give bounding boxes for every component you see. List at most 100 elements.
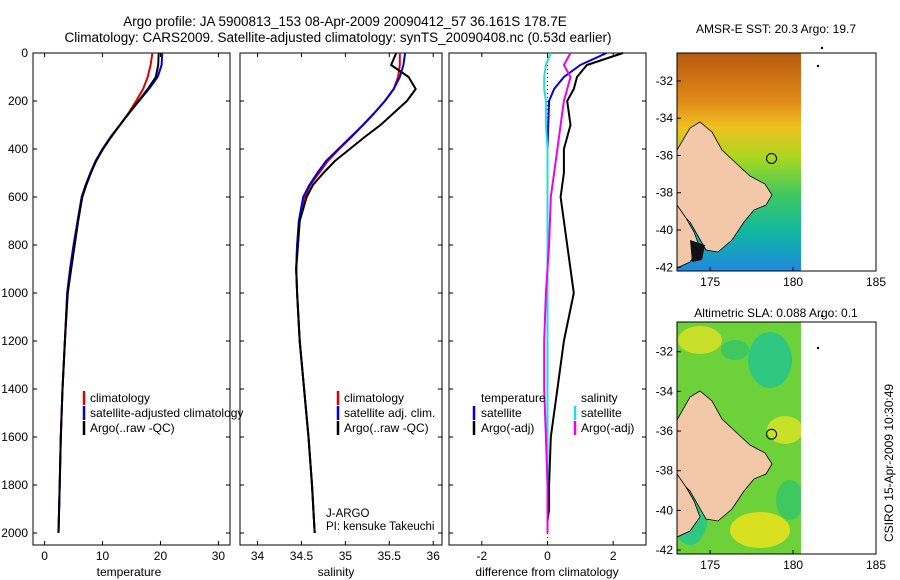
map-y-tick-label: -38 <box>656 186 674 200</box>
salinity-legend-item-1: satellite adj. clim. <box>344 406 435 420</box>
x-tick-label: 0 <box>41 549 48 563</box>
sla-patch <box>767 416 801 444</box>
y-tick-label: 1800 <box>1 478 28 492</box>
map-y-tick-label: -36 <box>656 148 674 162</box>
sla-map-empty <box>801 322 876 554</box>
series-line-blue <box>295 52 407 534</box>
difference-legend-item-1: Argo(-adj) <box>481 421 534 435</box>
temperature-legend: climatology satellite-adjusted climatolo… <box>82 391 243 435</box>
depth-axis: 0 200 400 600 800 1000 1200 1400 1600 1800 2000 <box>1 46 230 540</box>
series-line-magenta <box>543 52 572 533</box>
temperature-series <box>57 52 164 534</box>
series-line-blue <box>546 52 608 533</box>
map-x-tick-label: 175 <box>700 275 720 289</box>
map-y-tick-label: -32 <box>656 345 674 359</box>
salinity-y-ticks <box>240 52 442 534</box>
argo-float-marker <box>766 152 778 164</box>
difference-legend-item-0: satellite <box>481 406 522 420</box>
map-x-tick-label: 175 <box>700 558 720 572</box>
y-tick-label: 2000 <box>1 526 28 540</box>
series-line-red <box>57 52 154 534</box>
difference-legend-item-3: Argo(-adj) <box>581 421 634 435</box>
salinity-annotation-line1: J-ARGO <box>326 508 370 520</box>
salinity-legend-item-2: Argo(..raw -QC) <box>344 421 429 435</box>
series-line-black <box>546 52 624 533</box>
difference-y-ticks <box>449 52 646 534</box>
sla-patch <box>678 326 722 354</box>
y-tick-label: 1200 <box>1 334 28 348</box>
y-tick-label: 1000 <box>1 286 28 300</box>
sst-map-axes: 175 180 185 -32 -34 -36 -38 -40 -42 <box>656 74 887 289</box>
map-y-tick-label: -34 <box>656 384 674 398</box>
salinity-series <box>295 52 417 534</box>
island-dot <box>820 314 824 318</box>
argo-float-marker <box>766 428 778 440</box>
salinity-axes-frame <box>239 52 443 546</box>
sla-patch <box>776 480 801 520</box>
salinity-x-axis: 34 34.5 35 35.5 36 <box>251 53 440 563</box>
map-y-tick-label: -40 <box>656 223 674 237</box>
temperature-legend-item-2: Argo(..raw -QC) <box>90 421 175 435</box>
salinity-legend: climatology satellite adj. clim. Argo(..… <box>336 391 435 435</box>
map-y-tick-label: -36 <box>656 424 674 438</box>
island-dot <box>816 64 820 68</box>
x-tick-label: 30 <box>212 549 226 563</box>
difference-legend-title-temperature: temperature <box>481 391 546 405</box>
x-tick-label: 35 <box>339 549 353 563</box>
x-tick-label: 0 <box>544 549 551 563</box>
sst-map-panel: AMSR-E SST: 20.3 Argo: 19.7 175 180 185 -32… <box>656 22 887 289</box>
sla-map-title: Altimetric SLA: 0.088 Argo: 0.1 <box>694 306 858 320</box>
y-tick-label: 800 <box>8 238 28 252</box>
sla-patch <box>748 332 792 388</box>
y-tick-label: 1600 <box>1 430 28 444</box>
map-x-tick-label: 180 <box>783 558 803 572</box>
map-y-tick-label: -40 <box>656 503 674 517</box>
sla-map-frame <box>676 321 877 555</box>
salinity-annotation-line2: PI: kensuke Takeuchi <box>326 521 434 533</box>
difference-series <box>543 52 624 545</box>
coast-detail <box>690 240 705 262</box>
sst-land <box>677 121 773 269</box>
y-tick-label: 400 <box>8 142 28 156</box>
x-tick-label: 36 <box>427 549 441 563</box>
map-y-tick-label: -42 <box>656 260 674 274</box>
csiro-timestamp: CSIRO 15-Apr-2009 10:30:49 <box>882 384 896 542</box>
south-island-landmass <box>677 473 701 538</box>
temperature-legend-item-1: satellite-adjusted climatology <box>90 406 243 420</box>
north-island-landmass <box>677 390 773 522</box>
figure-title-line2: Climatology: CARS2009. Satellite-adjuste… <box>64 30 611 45</box>
temperature-x-axis: 0 10 20 30 <box>41 53 225 563</box>
temperature-panel: 0 200 400 600 800 1000 1200 1400 1600 1800 2000 0 1… <box>1 46 243 579</box>
series-line-black <box>295 52 417 534</box>
map-x-tick-label: 185 <box>866 275 886 289</box>
sst-map-frame <box>676 52 877 272</box>
map-y-tick-label: -42 <box>656 543 674 557</box>
y-tick-label: 1400 <box>1 382 28 396</box>
sst-map-empty <box>801 53 876 271</box>
series-line-blue <box>57 52 164 534</box>
series-line-red <box>295 53 401 534</box>
temperature-legend-item-0: climatology <box>90 391 150 405</box>
series-line-black <box>57 52 160 534</box>
map-y-tick-label: -38 <box>656 464 674 478</box>
difference-legend: temperature salinity satellite Argo(-adj… <box>472 391 634 435</box>
x-tick-label: 10 <box>96 549 110 563</box>
difference-panel: -2 0 2 difference from climatology tempera… <box>448 52 647 579</box>
x-tick-label: -2 <box>476 549 487 563</box>
north-island-landmass <box>677 121 773 253</box>
island-dot <box>816 346 820 350</box>
y-tick-label: 200 <box>8 94 28 108</box>
map-x-tick-label: 180 <box>783 275 803 289</box>
island-dot <box>820 46 824 50</box>
y-tick-label: 0 <box>21 46 28 60</box>
x-tick-label: 35.5 <box>378 549 402 563</box>
x-tick-label: 20 <box>154 549 168 563</box>
difference-xlabel: difference from climatology <box>475 565 618 579</box>
y-tick-label: 600 <box>8 190 28 204</box>
map-x-tick-label: 185 <box>866 558 886 572</box>
temperature-xlabel: temperature <box>97 565 162 579</box>
x-tick-label: 34.5 <box>290 549 314 563</box>
sla-anomaly-patches <box>677 326 801 548</box>
salinity-legend-item-0: climatology <box>344 391 404 405</box>
